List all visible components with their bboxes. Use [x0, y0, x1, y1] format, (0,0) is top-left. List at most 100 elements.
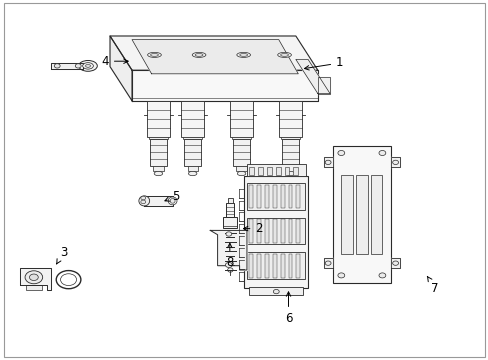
Bar — [231, 137, 251, 139]
Circle shape — [141, 196, 145, 200]
Polygon shape — [390, 157, 399, 167]
Bar — [183, 137, 202, 139]
Text: 6: 6 — [284, 292, 292, 325]
Ellipse shape — [227, 268, 233, 272]
Ellipse shape — [150, 54, 158, 57]
Bar — [229, 101, 253, 137]
Bar — [332, 146, 390, 283]
Circle shape — [325, 160, 330, 165]
Bar — [26, 285, 42, 290]
Bar — [288, 185, 292, 208]
Bar — [275, 167, 280, 175]
Bar — [249, 219, 253, 243]
Text: 1: 1 — [304, 57, 343, 70]
Polygon shape — [323, 157, 332, 167]
Bar — [249, 254, 253, 278]
Circle shape — [337, 150, 344, 156]
Text: 3: 3 — [57, 246, 67, 264]
Text: 2: 2 — [243, 222, 263, 235]
Bar — [280, 254, 284, 278]
Circle shape — [75, 64, 81, 68]
Ellipse shape — [236, 53, 250, 57]
Ellipse shape — [277, 53, 291, 57]
Ellipse shape — [79, 60, 97, 71]
Circle shape — [378, 273, 385, 278]
Bar — [187, 166, 197, 171]
Ellipse shape — [168, 197, 177, 205]
Circle shape — [225, 262, 232, 267]
Polygon shape — [110, 36, 317, 70]
Text: 7: 7 — [427, 276, 438, 294]
Bar — [293, 167, 298, 175]
Bar — [226, 203, 234, 217]
Bar — [184, 139, 201, 166]
Bar — [264, 185, 268, 208]
Bar — [148, 137, 168, 139]
Ellipse shape — [237, 171, 245, 176]
Circle shape — [56, 271, 81, 289]
Bar — [247, 218, 305, 244]
Ellipse shape — [195, 54, 203, 57]
Bar — [355, 175, 367, 254]
Bar — [264, 254, 268, 278]
Text: 5: 5 — [164, 190, 180, 203]
Bar — [233, 139, 249, 166]
Circle shape — [141, 200, 145, 204]
Bar — [257, 254, 261, 278]
Bar — [146, 101, 170, 137]
Bar — [244, 176, 307, 288]
Bar — [249, 167, 254, 175]
Bar — [150, 139, 166, 166]
Bar — [341, 175, 352, 254]
Ellipse shape — [285, 171, 294, 176]
Bar — [272, 219, 276, 243]
Ellipse shape — [85, 64, 90, 67]
Bar — [272, 254, 276, 278]
Bar — [247, 183, 305, 210]
Ellipse shape — [170, 199, 175, 203]
Bar — [264, 219, 268, 243]
Circle shape — [378, 150, 385, 156]
Bar — [223, 217, 237, 228]
Bar — [282, 139, 298, 166]
Bar — [278, 101, 302, 137]
Bar — [246, 164, 305, 176]
Circle shape — [392, 261, 398, 265]
Polygon shape — [295, 59, 329, 94]
Bar — [236, 166, 246, 171]
Text: 4: 4 — [101, 55, 128, 68]
Bar — [247, 252, 305, 279]
Polygon shape — [317, 77, 329, 94]
Ellipse shape — [147, 53, 161, 57]
Bar — [288, 219, 292, 243]
Bar — [370, 175, 382, 254]
Circle shape — [225, 232, 231, 236]
Bar — [272, 185, 276, 208]
Ellipse shape — [154, 171, 163, 176]
Ellipse shape — [280, 54, 288, 57]
Bar — [285, 166, 295, 171]
Circle shape — [29, 274, 38, 280]
Bar — [153, 166, 163, 171]
Circle shape — [392, 160, 398, 165]
Polygon shape — [323, 258, 332, 268]
Ellipse shape — [188, 171, 197, 176]
Bar — [280, 219, 284, 243]
Circle shape — [61, 274, 77, 285]
Bar — [227, 198, 232, 203]
Bar — [284, 167, 289, 175]
Bar — [280, 137, 300, 139]
Bar — [296, 254, 300, 278]
Polygon shape — [144, 196, 172, 206]
Circle shape — [337, 273, 344, 278]
Bar — [249, 185, 253, 208]
Bar — [266, 167, 271, 175]
Ellipse shape — [82, 63, 93, 69]
Polygon shape — [51, 63, 83, 69]
Circle shape — [54, 64, 60, 68]
Polygon shape — [110, 36, 132, 101]
Circle shape — [25, 271, 42, 284]
Polygon shape — [132, 70, 317, 101]
Polygon shape — [210, 230, 246, 270]
Ellipse shape — [192, 53, 205, 57]
